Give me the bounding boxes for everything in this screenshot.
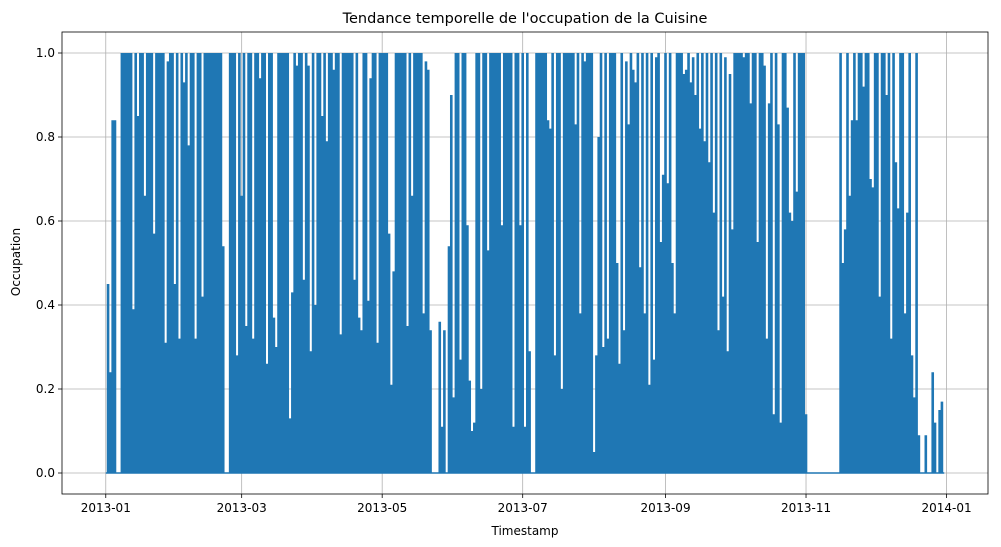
y-tick-label: 0.0 [36, 466, 55, 480]
chart-title: Tendance temporelle de l'occupation de l… [342, 11, 708, 27]
series-occupation-line [106, 53, 944, 473]
y-tick-label: 0.2 [36, 382, 55, 396]
y-tick-label: 0.4 [36, 298, 55, 312]
y-tick-label: 1.0 [36, 46, 55, 60]
y-tick-label: 0.8 [36, 130, 55, 144]
x-axis: 2013-01 2013-03 2013-05 2013-07 2013-09 2013-… [81, 494, 972, 515]
y-tick-label: 0.6 [36, 214, 55, 228]
axes-frame [61, 31, 989, 495]
y-axis-title: Occupation [9, 228, 23, 296]
x-axis-title: Timestamp [491, 524, 559, 538]
y-axis: 0.0 0.2 0.4 0.6 0.8 1.0 [36, 46, 62, 480]
x-tick-label: 2013-03 [217, 501, 267, 515]
plot-area [105, 53, 945, 474]
x-tick-label: 2013-01 [81, 501, 131, 515]
x-tick-label: 2013-11 [781, 501, 831, 515]
x-tick-label: 2014-01 [921, 501, 971, 515]
x-tick-label: 2013-05 [357, 501, 407, 515]
x-tick-label: 2013-07 [498, 501, 548, 515]
x-tick-label: 2013-09 [640, 501, 690, 515]
